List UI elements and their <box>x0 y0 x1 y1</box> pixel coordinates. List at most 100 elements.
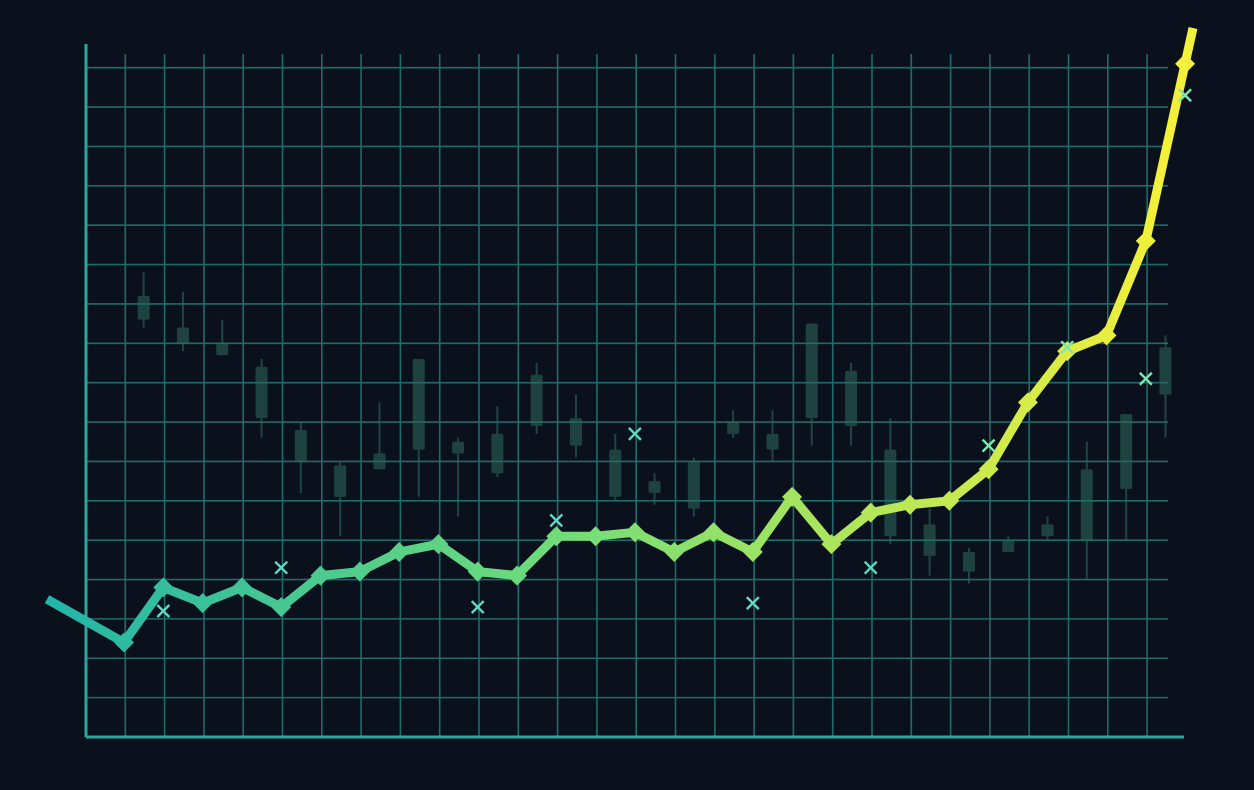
data-point <box>114 632 134 653</box>
candlestick <box>491 406 504 478</box>
candlestick-body <box>1120 414 1133 489</box>
x-marker <box>156 604 171 618</box>
candlestick-body <box>530 374 543 426</box>
x-marker <box>274 560 289 575</box>
data-point <box>821 534 842 555</box>
candlestick <box>609 433 622 501</box>
candlestick-body <box>255 366 268 419</box>
candlestick <box>962 548 975 584</box>
data-point <box>900 494 920 515</box>
candlestick-body <box>687 461 700 509</box>
candlestick <box>1159 335 1172 438</box>
candlestick-body <box>334 465 347 497</box>
data-point <box>1135 230 1156 251</box>
candlestick <box>412 359 425 497</box>
candlestick <box>569 394 582 458</box>
x-marker <box>1060 340 1075 355</box>
candlestick <box>373 402 386 470</box>
x-marker-stroke <box>549 513 564 528</box>
candlestick-body <box>176 327 189 344</box>
data-point <box>349 561 370 582</box>
x-marker <box>981 438 996 453</box>
data-point <box>546 526 567 547</box>
data-point <box>271 597 292 618</box>
candlestick <box>884 418 897 545</box>
data-point <box>1017 392 1038 413</box>
x-marker-stroke <box>745 596 760 610</box>
data-point <box>782 486 803 507</box>
series-layer <box>44 27 1198 653</box>
candlestick-body <box>1041 524 1054 537</box>
data-point <box>192 593 213 614</box>
data-point <box>664 541 685 562</box>
data-point <box>1096 325 1117 346</box>
x-marker-stroke <box>470 600 485 614</box>
candlestick-body <box>727 422 740 434</box>
candlestick <box>727 410 740 438</box>
data-point <box>389 541 410 562</box>
data-point <box>310 565 331 586</box>
x-marker <box>1178 88 1192 103</box>
candlestick <box>1120 414 1133 541</box>
candlestick <box>452 437 465 517</box>
candlestick <box>687 457 700 517</box>
x-marker-stroke <box>863 560 878 575</box>
x-marker <box>470 600 485 614</box>
data-point <box>153 577 174 598</box>
candlestick-body <box>648 481 661 493</box>
data-point <box>231 577 252 598</box>
candlestick-body <box>569 418 582 446</box>
x-marker <box>549 513 564 528</box>
candlestick <box>845 362 858 446</box>
data-point <box>1175 53 1196 74</box>
candlestick-body <box>923 524 936 556</box>
candlestick <box>923 508 936 576</box>
candlestick-body <box>884 449 897 537</box>
candlestick-body <box>805 323 818 419</box>
candlestick-body <box>962 551 975 572</box>
candlestick <box>1002 536 1015 552</box>
candlestick <box>137 272 150 328</box>
data-point <box>624 522 645 543</box>
x-marker-stroke <box>274 560 289 575</box>
data-point <box>428 534 449 555</box>
candlestick-body <box>294 429 307 462</box>
candlestick-body <box>452 441 465 454</box>
x-marker-stroke <box>628 426 642 441</box>
candlestick-body <box>1080 469 1093 541</box>
x-marker-stroke <box>1138 371 1153 386</box>
candlestick-layer <box>137 272 1172 584</box>
data-point <box>860 502 881 523</box>
candlestick-body <box>1159 347 1172 395</box>
candlestick <box>176 292 189 352</box>
data-point <box>585 526 606 547</box>
candlestick-body <box>845 370 858 426</box>
x-marker-stroke <box>981 438 996 453</box>
x-marker-stroke <box>1060 340 1075 355</box>
data-point <box>703 522 724 543</box>
candlestick <box>255 359 268 438</box>
candlestick <box>216 319 229 356</box>
candlestick-body <box>766 433 779 450</box>
candlestick-body <box>412 359 425 450</box>
data-point <box>467 561 488 582</box>
x-marker <box>745 596 760 610</box>
candlestick-body <box>216 343 229 356</box>
candlestick <box>334 461 347 537</box>
x-marker <box>1138 371 1153 386</box>
candlestick <box>648 473 661 505</box>
candlestick <box>766 410 779 462</box>
candlestick <box>1080 441 1093 580</box>
data-point <box>742 541 763 562</box>
data-point <box>978 459 999 480</box>
grid <box>86 54 1168 737</box>
candlestick-body <box>137 296 150 320</box>
candlestick-body <box>373 453 386 470</box>
candlestick-body <box>491 433 504 474</box>
scatter-markers <box>156 88 1192 618</box>
candlestick-body <box>609 449 622 497</box>
x-marker <box>628 426 642 441</box>
